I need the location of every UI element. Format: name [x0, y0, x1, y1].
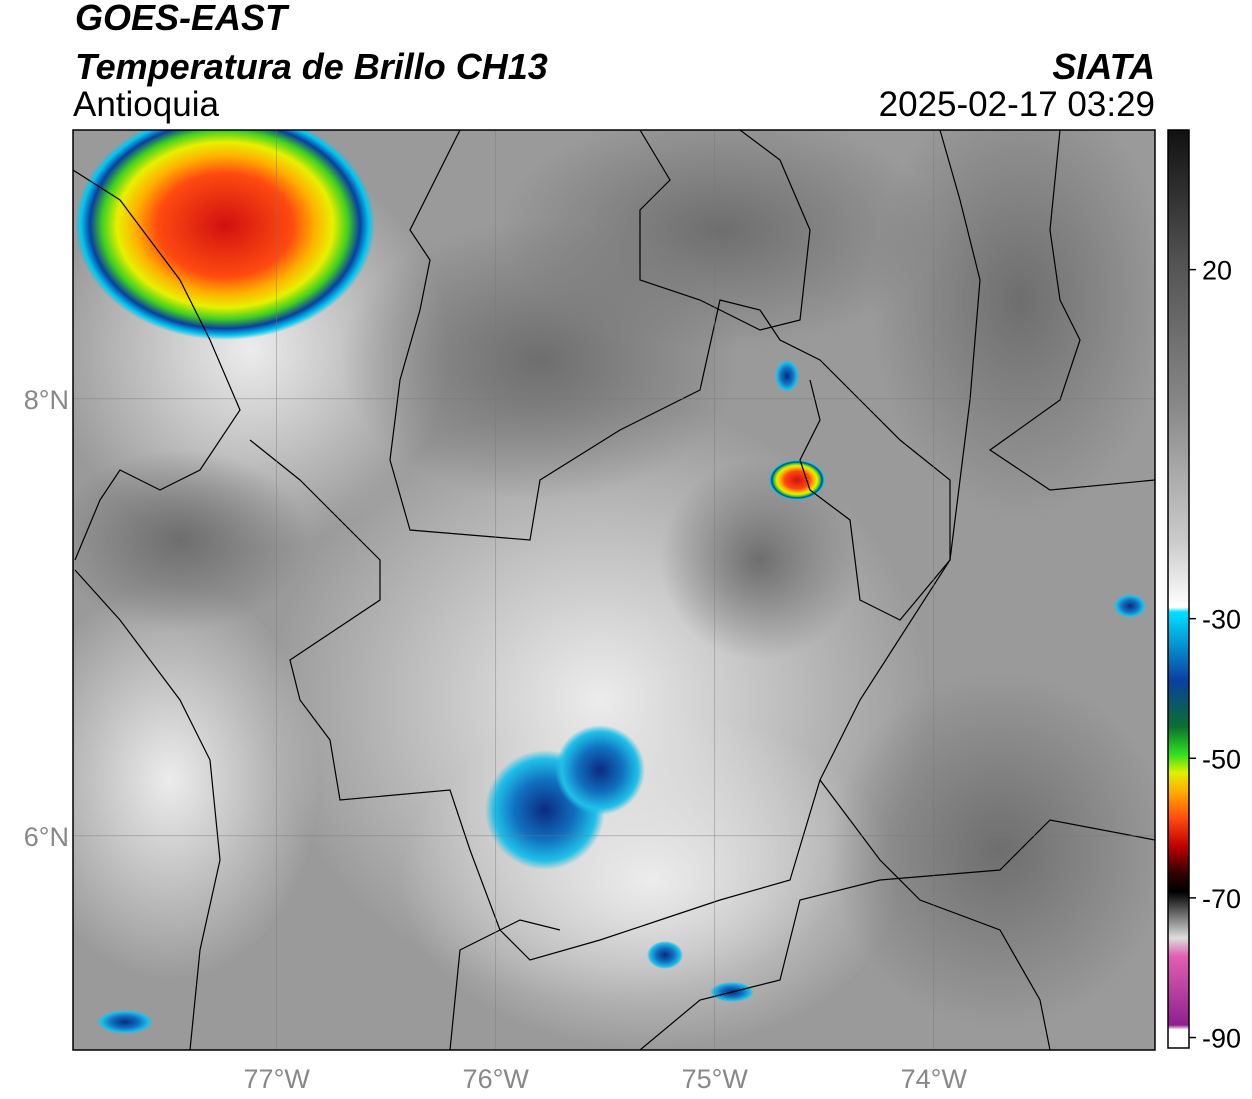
colorbar-tick-label: -70: [1202, 884, 1241, 914]
colorbar-tick-label: -30: [1202, 605, 1241, 635]
x-tick-label: 77°W: [244, 1064, 311, 1094]
title: GOES-EAST: [75, 0, 290, 38]
imagery: [73, 130, 1155, 1050]
y-tick-label: 6°N: [24, 822, 69, 852]
x-tick-label: 74°W: [901, 1064, 968, 1094]
datetime: 2025-02-17 03:29: [879, 85, 1155, 124]
colorbar-tick-label: -50: [1202, 744, 1241, 774]
colorbar-tick-label: 20: [1202, 256, 1232, 286]
source: SIATA: [1052, 46, 1155, 87]
region: Antioquia: [73, 85, 219, 124]
colorbar-tick-label: -90: [1202, 1024, 1241, 1054]
subtitle: Temperatura de Brillo CH13: [75, 46, 548, 87]
map-frame: [72, 129, 1156, 1051]
colorbar: [1167, 129, 1190, 1049]
graticule: [73, 130, 1155, 1050]
x-tick-label: 76°W: [463, 1064, 530, 1094]
y-tick-label: 8°N: [24, 385, 69, 415]
x-tick-label: 75°W: [682, 1064, 749, 1094]
